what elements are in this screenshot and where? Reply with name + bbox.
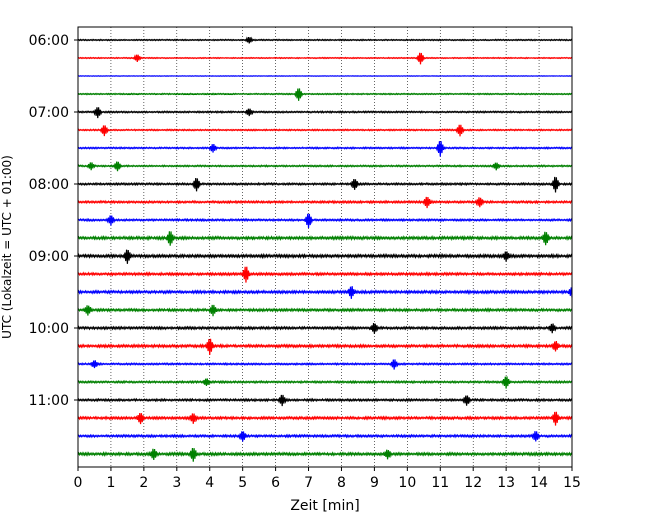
trace-1030 — [77, 359, 573, 370]
plot-frame — [77, 26, 573, 468]
trace-0645 — [77, 88, 573, 101]
x-tick-label: 12 — [464, 475, 482, 491]
x-tick-label: 11 — [431, 475, 449, 491]
x-tick-label: 14 — [530, 475, 548, 491]
trace-0930 — [77, 286, 573, 299]
trace-0745 — [77, 161, 573, 172]
x-tick-label: 3 — [172, 475, 181, 491]
trace-0845 — [77, 231, 573, 246]
x-tick-label: 13 — [497, 475, 515, 491]
trace-0615 — [77, 52, 573, 65]
y-tick-label: 09:00 — [29, 249, 69, 265]
trace-0945 — [77, 304, 573, 317]
y-tick-label: 06:00 — [29, 33, 69, 49]
y-tick-label: 08:00 — [29, 177, 69, 193]
x-tick-label: 4 — [205, 475, 214, 491]
trace-0830 — [77, 213, 573, 229]
x-tick-label: 7 — [304, 475, 313, 491]
trace-1145 — [77, 448, 573, 462]
grid-lines — [110, 27, 540, 467]
trace-layer — [77, 36, 573, 462]
y-tick-label: 11:00 — [29, 393, 69, 409]
x-tick-label: 2 — [139, 475, 148, 491]
trace-1100 — [77, 394, 573, 407]
trace-0730 — [77, 141, 573, 157]
trace-1045 — [77, 376, 573, 389]
y-tick-label: 10:00 — [29, 321, 69, 337]
trace-1000 — [77, 323, 573, 334]
trace-1115 — [77, 411, 573, 426]
trace-0715 — [77, 124, 573, 137]
trace-0600 — [77, 36, 573, 44]
trace-0915 — [77, 266, 573, 283]
trace-0815 — [77, 196, 573, 209]
x-tick-label: 9 — [370, 475, 379, 491]
y-axis-label: UTC (Lokalzeit = UTC + 01:00) — [0, 155, 14, 339]
trace-0800 — [77, 176, 573, 193]
x-tick-label: 1 — [106, 475, 115, 491]
x-tick-label: 10 — [398, 475, 416, 491]
x-axis-label: Zeit [min] — [290, 498, 359, 514]
trace-1130 — [77, 431, 573, 442]
trace-1015 — [77, 338, 573, 355]
trace-0700 — [77, 107, 573, 119]
x-tick-label: 5 — [238, 475, 247, 491]
trace-0900 — [77, 249, 573, 264]
x-tick-label: 0 — [74, 475, 83, 491]
tick-layer: 0 1 2 3 4 5 6 7 8 9 10 11 12 13 14 1506:0007:0008:0009:… — [29, 33, 581, 491]
x-tick-label: 15 — [563, 475, 581, 491]
x-tick-label: 8 — [337, 475, 346, 491]
y-tick-label: 07:00 — [29, 105, 69, 121]
x-tick-label: 6 — [271, 475, 280, 491]
